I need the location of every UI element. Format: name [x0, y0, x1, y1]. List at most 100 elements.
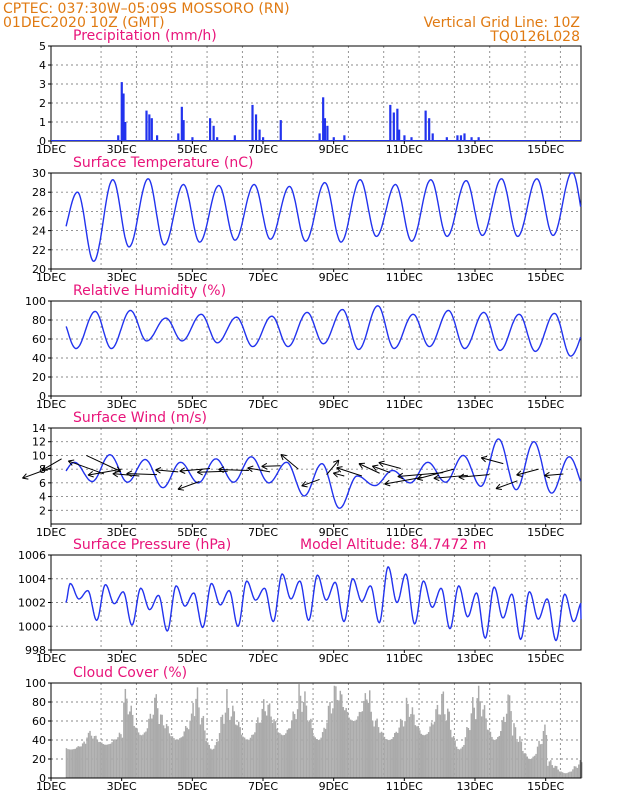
cloud-bar [226, 689, 228, 778]
y-tick-label: 40 [32, 734, 46, 747]
cloud-bar [95, 735, 97, 778]
cloud-bar [301, 711, 303, 778]
cloud-bar [494, 739, 496, 778]
wind-vector-head [458, 473, 465, 481]
cloud-bar [561, 772, 564, 778]
cloud-bar [159, 714, 162, 778]
y-tick-label: 100 [25, 677, 46, 690]
cloud-bar [439, 714, 442, 778]
cloud-bar [438, 714, 440, 778]
cloud-bar [208, 744, 210, 778]
cloud-bar [413, 714, 415, 778]
cloud-bar [507, 694, 509, 778]
y-tick-label: 24 [32, 225, 46, 238]
precip-bar [428, 118, 431, 141]
wind-vector [326, 459, 340, 475]
cloud-bar [414, 725, 417, 778]
y-tick-label: 20 [32, 371, 46, 384]
cloud-bar [533, 755, 536, 778]
cloud-bar [105, 744, 107, 778]
cloud-bar [429, 726, 431, 778]
cloud-bar [321, 732, 324, 778]
cloud-bar [112, 739, 115, 778]
cloud-bar [101, 742, 103, 778]
y-tick-label: 0 [39, 135, 46, 148]
cloud-bar [320, 737, 322, 778]
cloud-bar [492, 739, 495, 778]
cloud-bar [316, 738, 318, 778]
cloud-bar [380, 731, 383, 778]
cloud-bar [370, 711, 372, 778]
x-tick-label: 3DEC [107, 652, 137, 665]
cloud-bar [508, 695, 511, 778]
cloud-bar [513, 723, 515, 778]
cloud-bar [386, 739, 389, 778]
cloud-bar [570, 771, 573, 778]
y-tick-label: 1002 [18, 597, 46, 610]
wind-vector-head [336, 466, 343, 473]
cloud-bar [246, 739, 249, 778]
cloud-bar [550, 760, 552, 778]
cloud-bar [99, 741, 102, 778]
wind-vector-head [358, 462, 365, 469]
cloud-bar [171, 736, 174, 778]
cloud-bar [296, 709, 299, 778]
cloud-bar [186, 727, 188, 778]
cloud-bar [455, 746, 458, 778]
cloud-bar [123, 702, 125, 778]
cloud-bar [544, 724, 546, 778]
cloud-bar [289, 728, 291, 778]
cloud-bar [165, 723, 168, 778]
cloud-bar [424, 734, 427, 778]
cloud-bar [458, 749, 461, 778]
x-tick-label: 11DEC [386, 398, 423, 411]
wind-vector-head [261, 462, 268, 470]
cloud-bar [304, 691, 306, 778]
cloud-bar [411, 707, 414, 778]
cloud-bar [469, 730, 471, 778]
cloud-bar [435, 709, 437, 778]
cloud-bar [264, 711, 266, 778]
cloud-bar [146, 728, 149, 778]
y-tick-label: 2 [39, 97, 46, 110]
cloud-bar [174, 739, 177, 778]
x-tick-label: 5DEC [177, 780, 207, 793]
cloud-bar [299, 695, 302, 778]
plot-frame [50, 682, 582, 779]
cloud-bar [308, 720, 311, 778]
cloud-bar [98, 742, 100, 778]
cloud-bar [235, 724, 237, 778]
cloud-bar [483, 705, 486, 778]
cloud-bar [388, 739, 390, 778]
cloud-bar [260, 722, 262, 778]
cloud-bar [430, 722, 433, 778]
cloud-bar [394, 733, 396, 778]
precip-bar [343, 135, 346, 141]
cloud-bar [563, 773, 565, 778]
cloud-bar [184, 726, 187, 778]
cloud-bar [104, 744, 106, 778]
wind-vector-head [544, 471, 551, 479]
wind-vector [333, 472, 345, 477]
cloud-bar [547, 765, 549, 778]
cloud-bar [416, 726, 418, 778]
cloud-bar [108, 744, 110, 778]
precip-bar [459, 135, 463, 141]
cloud-bar [251, 734, 253, 778]
cloud-bar [248, 739, 250, 778]
header-date: 01DEC2020 10Z (GMT) [3, 15, 165, 31]
cloud-bar [363, 700, 365, 778]
cloud-bar [360, 712, 362, 778]
precip-bar [212, 125, 215, 141]
cloud-bar [567, 772, 570, 778]
cloud-bar [442, 691, 445, 778]
cloud-bar [385, 739, 387, 778]
cloud-bar [578, 764, 580, 778]
cloud-bar [193, 716, 196, 778]
cloud-bar [221, 714, 224, 778]
cloud-bar [342, 707, 344, 778]
cloud-bar [417, 725, 420, 778]
cloud-bar [553, 767, 555, 778]
cloud-bar [187, 729, 190, 778]
